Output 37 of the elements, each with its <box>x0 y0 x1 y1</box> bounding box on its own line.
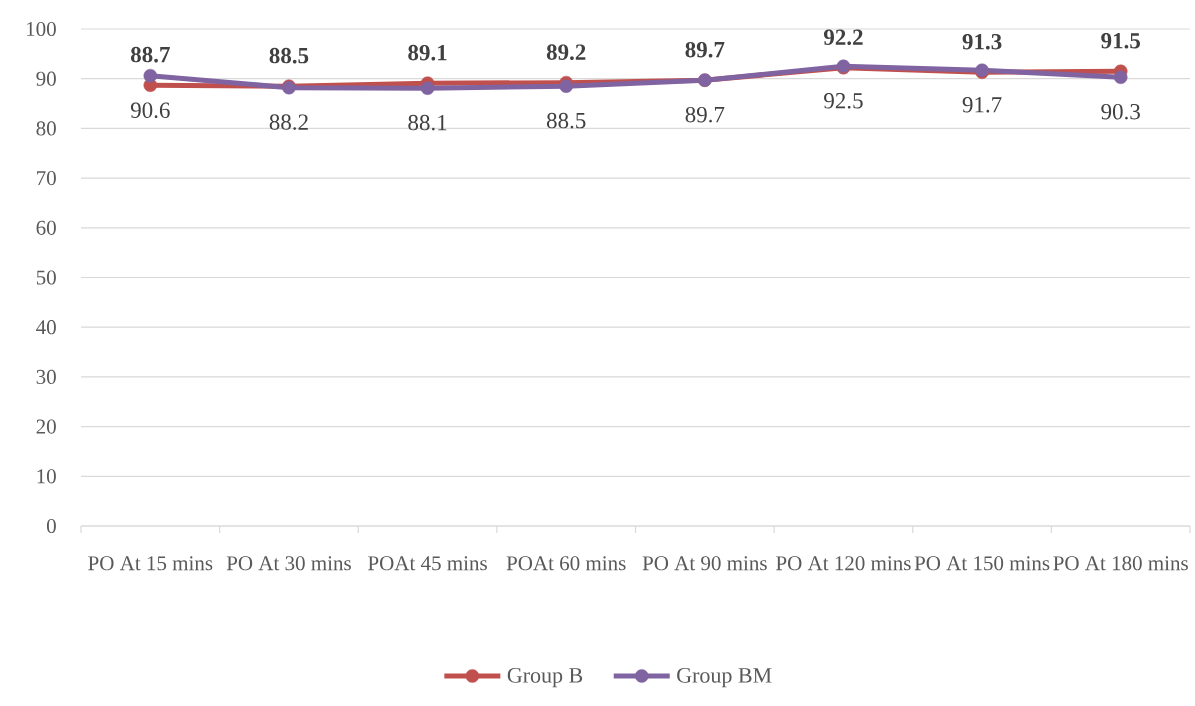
x-tick-label: POAt 60 mins <box>506 556 626 571</box>
data-label: 89.1 <box>408 44 447 61</box>
legend-label: Group B <box>507 667 583 688</box>
x-tick-label: PO At 150 mins <box>914 556 1050 571</box>
y-tick-label: 30 <box>36 369 56 384</box>
x-tick-label: PO At 120 mins <box>776 556 911 571</box>
data-label: 88.7 <box>130 46 170 63</box>
x-tick-label: PO At 90 mins <box>642 556 767 571</box>
y-tick-label: 20 <box>36 419 56 434</box>
data-label: 91.3 <box>962 34 1002 50</box>
data-label: 89.2 <box>546 44 586 60</box>
y-tick-label: 10 <box>37 469 56 484</box>
x-tick-label: PO At 180 mins <box>1053 556 1188 571</box>
data-label: 88.1 <box>408 114 447 131</box>
y-tick-label: 100 <box>27 21 56 37</box>
data-label: 91.7 <box>962 97 1002 113</box>
y-tick-label: 90 <box>36 71 56 86</box>
y-tick-label: 60 <box>36 220 56 235</box>
y-tick-label: 50 <box>36 270 56 285</box>
data-label: 92.2 <box>823 29 863 46</box>
data-label: 89.7 <box>685 41 725 58</box>
x-tick-label: POAt 45 mins <box>368 556 487 571</box>
data-label: 91.5 <box>1101 33 1140 49</box>
x-tick-label: PO At 30 mins <box>226 556 351 571</box>
y-tick-label: 70 <box>37 171 56 186</box>
data-label: 90.3 <box>1101 103 1140 120</box>
y-tick-label: 40 <box>36 320 56 335</box>
data-label: 90.6 <box>130 102 170 119</box>
data-label: 88.5 <box>269 47 309 64</box>
y-tick-label: 80 <box>36 121 56 136</box>
data-label: 88.5 <box>546 112 586 129</box>
y-tick-label: 0 <box>46 518 56 534</box>
data-label: 88.2 <box>269 114 308 130</box>
data-label: 89.7 <box>685 106 725 123</box>
legend-label: Group BM <box>677 667 772 688</box>
x-tick-label: PO At 15 mins <box>88 556 213 571</box>
data-label: 92.5 <box>824 93 863 109</box>
